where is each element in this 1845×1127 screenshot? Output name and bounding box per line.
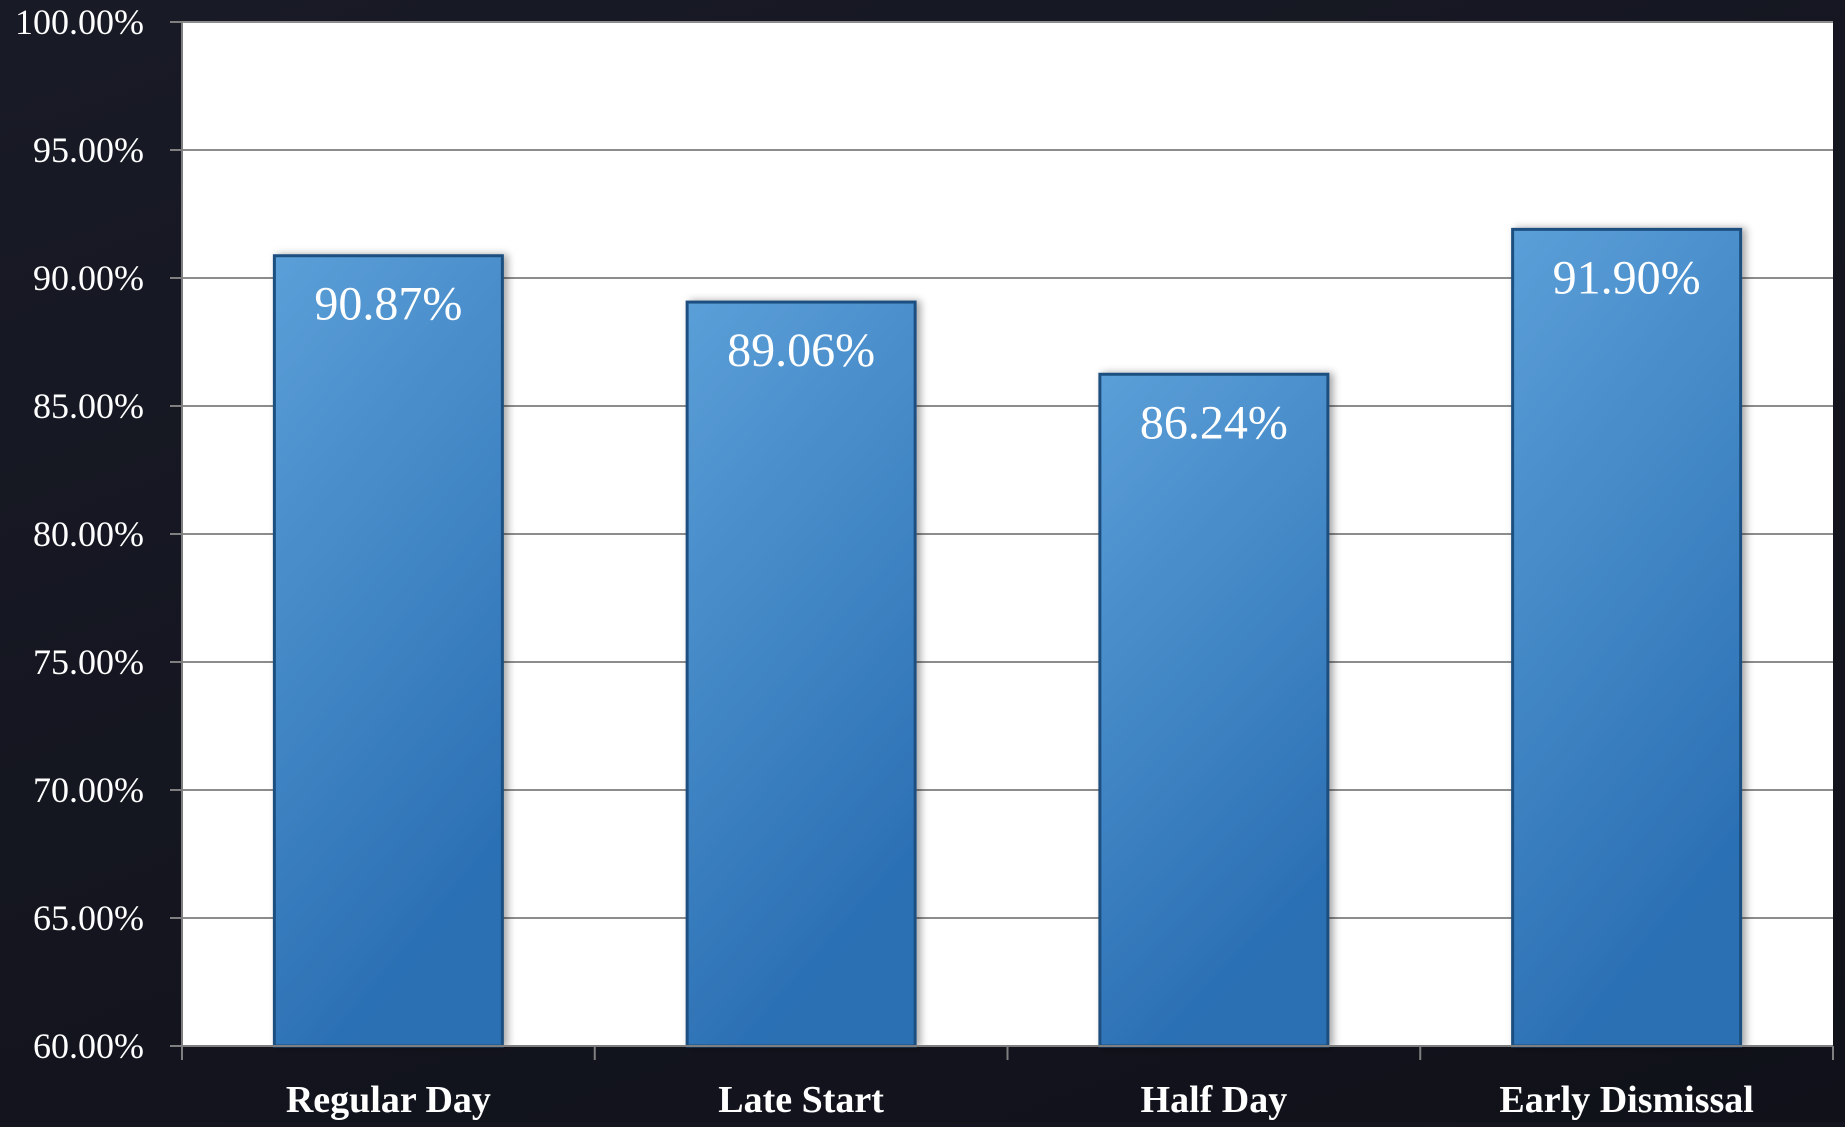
- category-labels: Regular Day Late Start Half Day Early Dismi…: [286, 1079, 1754, 1121]
- category-label: Half Day: [1141, 1079, 1288, 1121]
- y-tick-label: 65.00%: [33, 898, 144, 938]
- bars: [272, 227, 1743, 1048]
- y-tick-label: 75.00%: [33, 642, 144, 682]
- category-label: Regular Day: [286, 1079, 491, 1121]
- bar: [685, 300, 917, 1048]
- y-tick-label: 60.00%: [33, 1026, 144, 1066]
- y-tick-label: 70.00%: [33, 770, 144, 810]
- category-label: Late Start: [718, 1079, 884, 1121]
- data-label: 90.87%: [314, 278, 462, 331]
- y-tick-label: 100.00%: [15, 2, 144, 42]
- data-label: 91.90%: [1553, 251, 1701, 304]
- y-tick-label: 95.00%: [33, 130, 144, 170]
- data-label: 86.24%: [1140, 396, 1288, 449]
- axes: [170, 21, 1834, 1060]
- category-label: Early Dismissal: [1499, 1079, 1753, 1121]
- data-label: 89.06%: [727, 324, 875, 377]
- y-tick-label: 85.00%: [33, 386, 144, 426]
- y-tick-label: 90.00%: [33, 258, 144, 298]
- bar: [272, 254, 504, 1048]
- y-tick-label: 80.00%: [33, 514, 144, 554]
- y-tick-labels: 60.00% 65.00% 70.00% 75.00% 80.00% 85.00% 90.0…: [15, 2, 144, 1066]
- bar: [1098, 372, 1330, 1048]
- data-labels: 90.87% 89.06% 86.24% 91.90%: [314, 251, 1700, 449]
- bar: [1511, 227, 1743, 1048]
